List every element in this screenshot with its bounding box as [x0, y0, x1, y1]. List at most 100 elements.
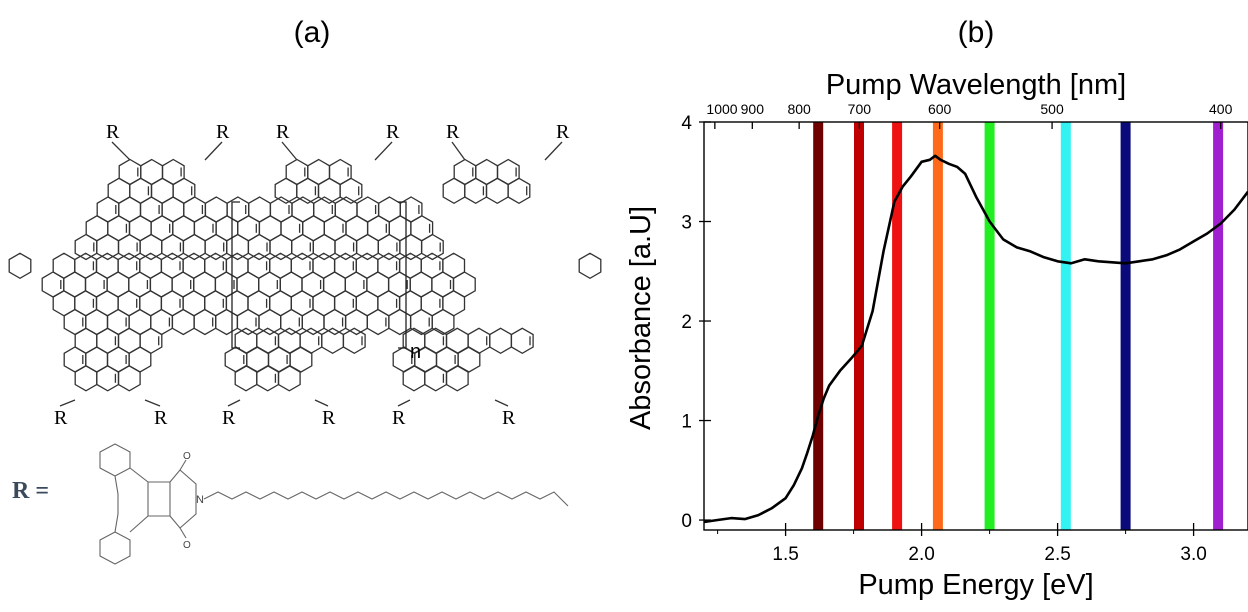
substituent-r-label: R [222, 407, 236, 429]
hexagon-ring [420, 233, 444, 261]
x2-tick-label: 800 [787, 101, 811, 117]
hexagon-ring [342, 327, 366, 355]
benzene-ring-top [99, 443, 131, 477]
hexagon-ring [489, 327, 513, 355]
oxygen-atom-top: O [183, 451, 191, 462]
pump-line-marker [854, 122, 864, 530]
hexagon-ring [139, 233, 163, 261]
panel-b: (b) Pump Wavelength [nm] Pump Energy [eV… [600, 0, 1248, 607]
pump-line-marker [1060, 122, 1071, 530]
r-definition-label: R = [12, 478, 49, 504]
x2-tick-label: 400 [1209, 101, 1233, 117]
hexagon-ring [215, 308, 239, 336]
molecular-structure-figure: (a) n R R R R R R R R R R R R R = [8, 16, 602, 565]
hexagon-ring [431, 308, 455, 336]
x2-axis-label: Pump Wavelength [nm] [826, 69, 1126, 101]
hexagon-ring [117, 365, 141, 392]
substituent-bond [59, 399, 76, 407]
substituent-r-label: R [216, 121, 230, 143]
y-tick-label: 2 [681, 312, 692, 333]
x2-tick-label: 600 [928, 101, 952, 117]
hexagon-ring [339, 177, 363, 205]
hexagon-ring [312, 233, 336, 261]
panel-a-label: (a) [294, 16, 331, 49]
pump-line-marker [984, 122, 995, 530]
substituent-bond [204, 141, 223, 161]
substituent-r-label: R [322, 407, 336, 429]
hexagon-ring [442, 177, 466, 205]
hexagon-ring [445, 365, 469, 392]
y-tick-label: 0 [681, 511, 692, 532]
x-axis-label: Pump Energy [eV] [858, 569, 1093, 601]
hexagon-ring [507, 177, 531, 205]
pump-wavelength-markers [813, 122, 1224, 530]
axes: 1.5 2.0 2.5 3.0 0 1 2 3 4 1000 900 800 700 600 500 400 [681, 101, 1248, 565]
y-tick-label: 3 [681, 213, 692, 234]
substituent-bond [544, 141, 563, 161]
x-tick-label: 2.0 [908, 544, 934, 565]
r-substituent-structure [99, 443, 569, 565]
pump-line-marker [892, 122, 903, 530]
hexagon-ring [402, 365, 426, 392]
pump-line-marker [1213, 122, 1224, 530]
hexagon-ring [457, 346, 481, 373]
substituent-r-label: R [154, 407, 168, 429]
substituent-r-label: R [502, 407, 516, 429]
x2-tick-label: 700 [848, 101, 872, 117]
pump-line-marker [1120, 122, 1131, 530]
substituent-r-label: R [54, 407, 68, 429]
substituent-r-label: R [276, 121, 290, 143]
hexagon-ring [321, 327, 345, 355]
hexagon-ring [277, 365, 301, 392]
substituent-bond [374, 141, 393, 161]
repeat-unit-brackets [231, 201, 407, 349]
pump-line-marker [932, 122, 943, 530]
substituent-r-label: R [446, 121, 460, 143]
substituent-bond [451, 141, 466, 161]
substituent-bond [111, 141, 131, 161]
y-axis-label: Absorbance [a.U] [625, 206, 657, 430]
x-tick-label: 3.0 [1180, 544, 1206, 565]
substituent-bond [227, 399, 241, 407]
bicyclic-core [129, 467, 149, 533]
x-tick-label: 2.5 [1044, 544, 1070, 565]
pump-line-marker [813, 122, 824, 530]
hexagon-ring [8, 252, 32, 280]
hexagon-ring [355, 233, 379, 261]
substituent-labels: R R R R R R R R R R R R [54, 121, 570, 429]
substituent-bond [281, 141, 298, 161]
hexagon-ring [96, 233, 120, 261]
y-tick-label: 4 [681, 113, 692, 134]
hexagon-ring [171, 308, 195, 336]
substituent-bond [144, 399, 161, 407]
hexagon-ring [269, 233, 293, 261]
hexagon-ring [485, 177, 509, 205]
hexagon-ring [234, 365, 258, 392]
hexagon-ring [578, 252, 602, 280]
graphene-nanoribbon-lattice [8, 158, 602, 392]
panel-a: (a) n R R R R R R R R R R R R R = [8, 16, 602, 565]
substituent-bond [494, 399, 509, 407]
panel-b-label: (b) [958, 16, 995, 49]
x2-tick-label: 1000 [706, 101, 737, 117]
x2-tick-label: 900 [741, 101, 765, 117]
nitrogen-atom: N [196, 494, 204, 506]
imide-ring [169, 469, 197, 529]
hexagon-ring [399, 233, 423, 261]
plot-frame [703, 121, 1248, 531]
substituent-r-label: R [392, 407, 406, 429]
hexagon-ring [182, 233, 206, 261]
repeat-count-label: n [410, 341, 421, 363]
x-tick-label: 1.5 [772, 544, 798, 565]
alkyl-chain [203, 491, 569, 507]
absorbance-curve [703, 154, 1248, 524]
x2-tick-label: 500 [1040, 101, 1064, 117]
substituent-bond [314, 399, 329, 407]
left-bracket [231, 201, 240, 349]
substituent-r-label: R [386, 121, 400, 143]
y-tick-label: 1 [681, 412, 692, 433]
right-bracket [398, 201, 407, 349]
hexagon-ring [388, 308, 412, 336]
hexagon-ring [442, 290, 466, 317]
series-layer [703, 154, 1248, 524]
